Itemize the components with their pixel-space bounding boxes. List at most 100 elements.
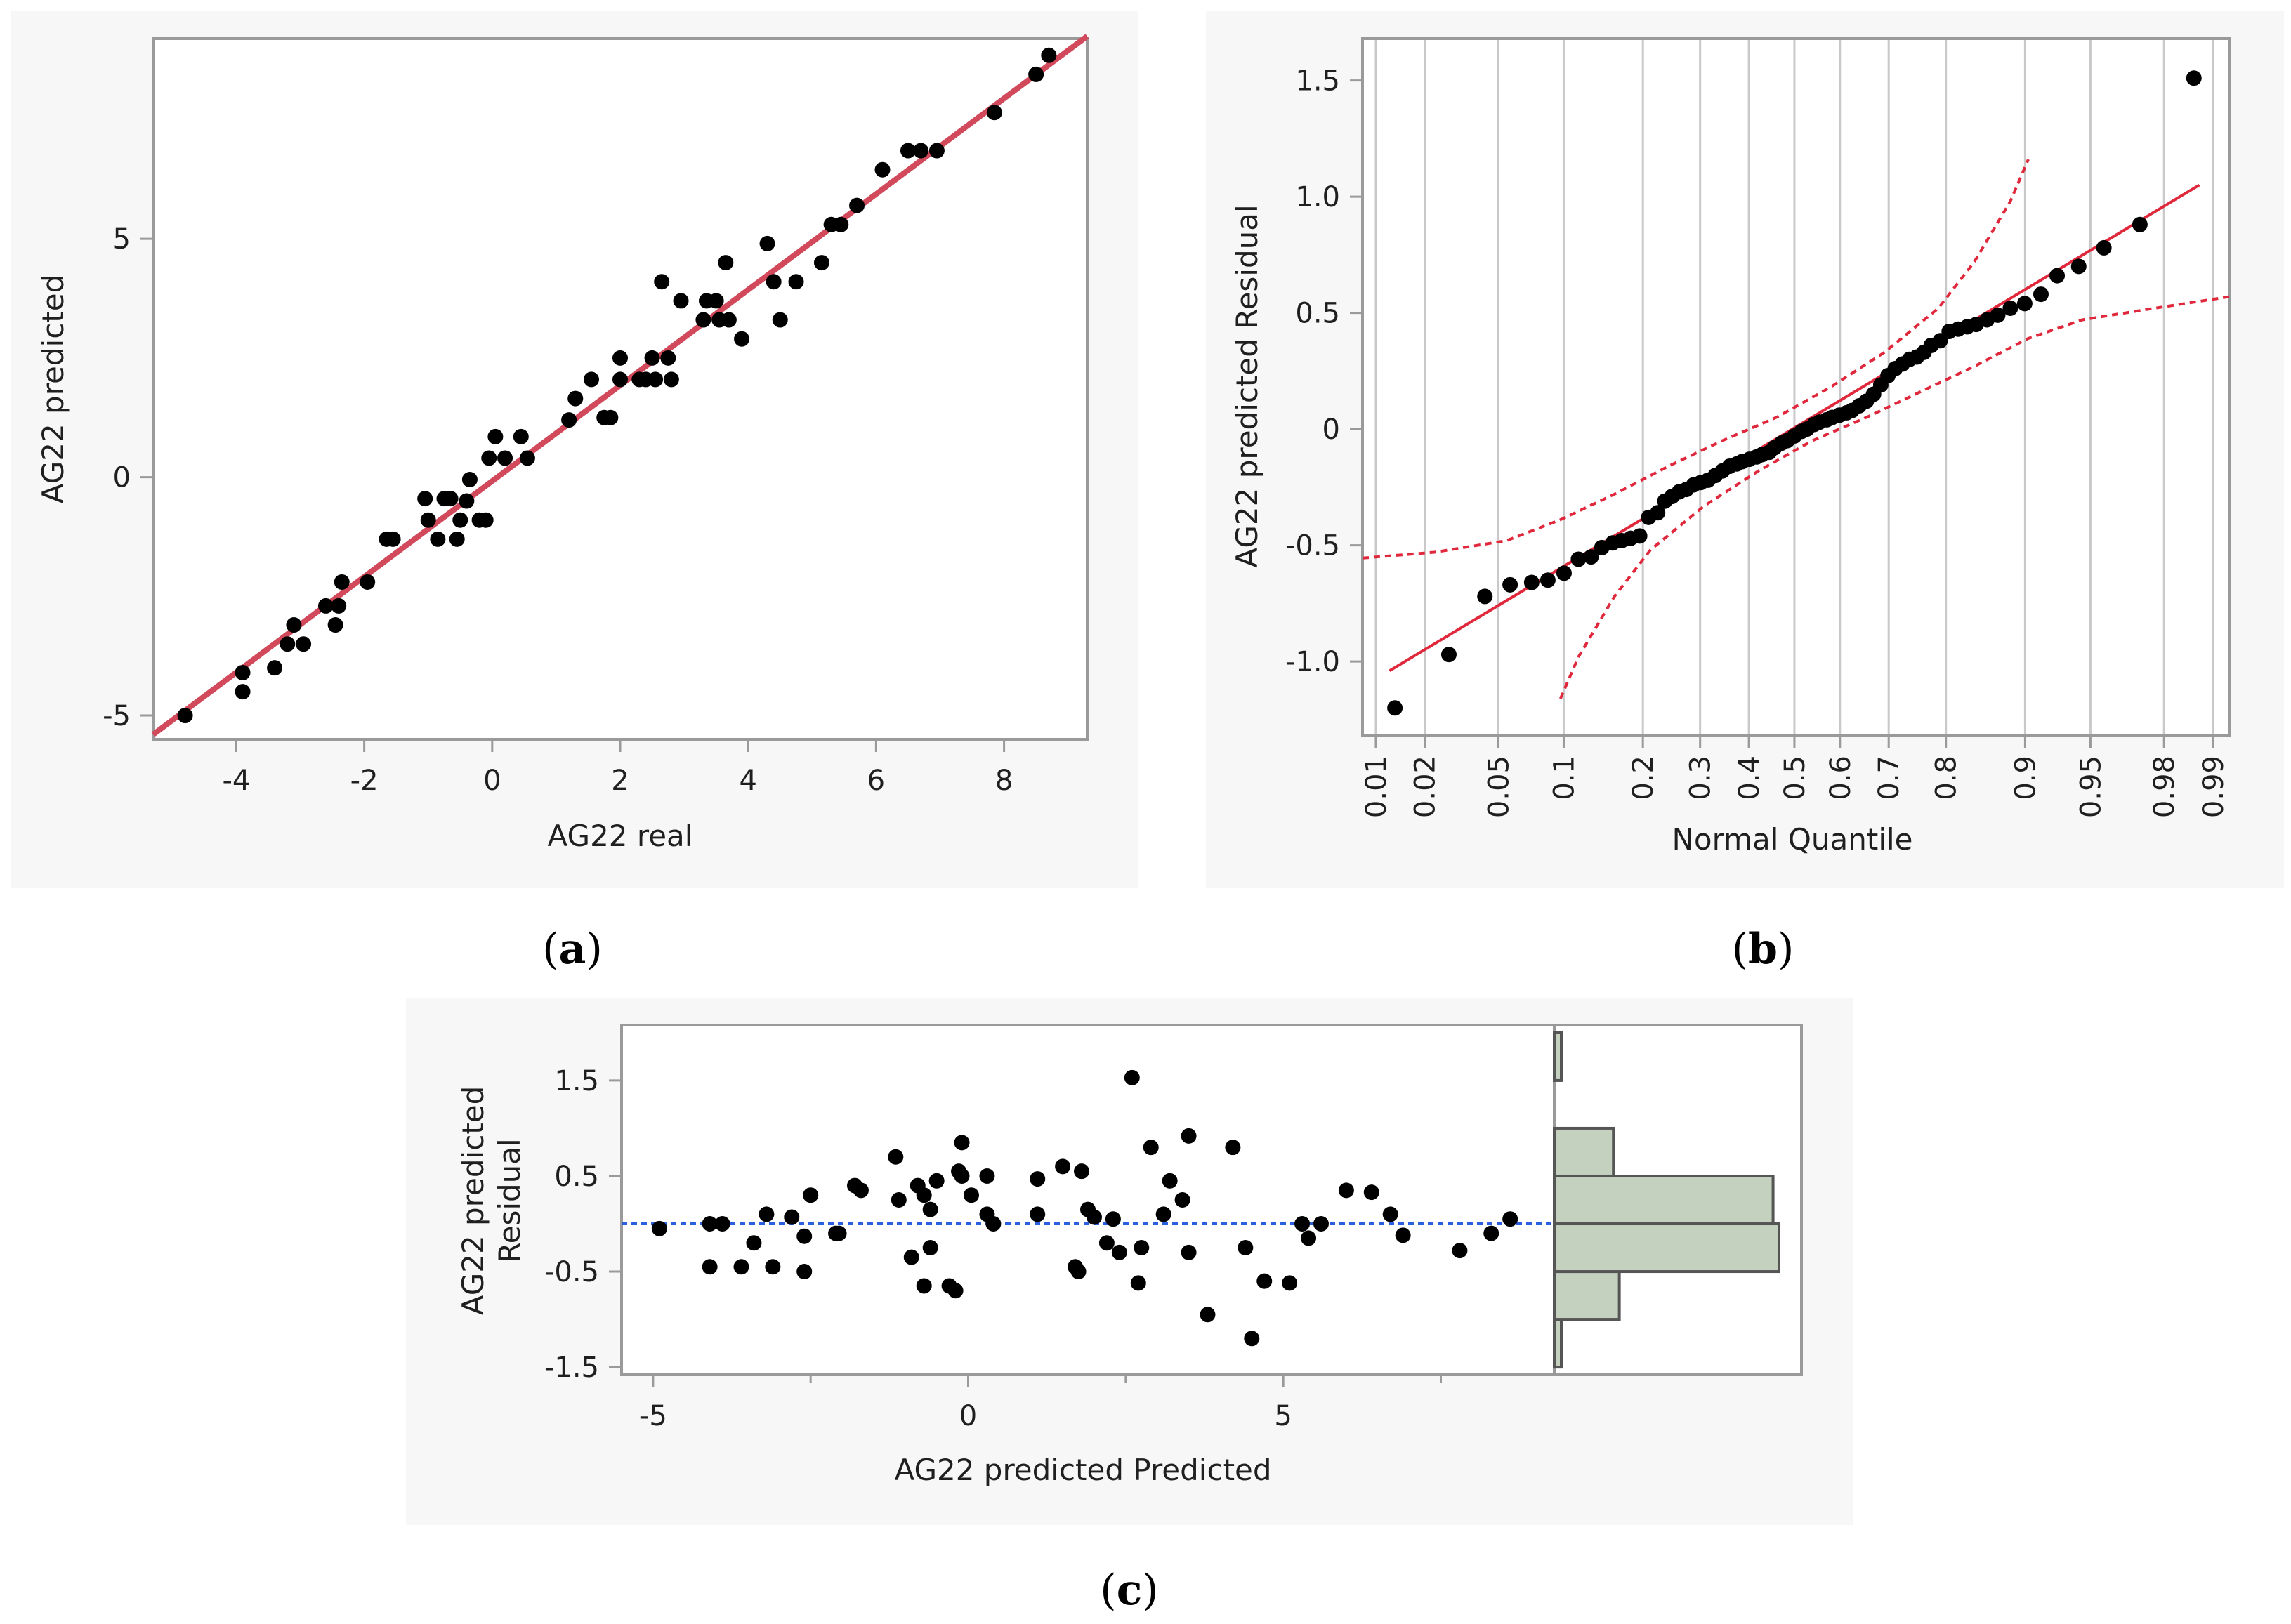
panel-c: -5 0 5 -1.5 -0.5 0.5 1.5 AG22 predicted Predic…: [406, 998, 1853, 1525]
panel-a-point: [1041, 47, 1057, 63]
panel-c-y-axis-title: AG22 predicted Residual: [456, 1086, 527, 1316]
panel-a-y-axis-title: AG22 predicted: [36, 275, 70, 504]
panel-b-point: [2049, 268, 2066, 284]
panel-c-plot-area: [620, 1024, 1556, 1376]
panel-b-x-tick-label: 0.4: [1733, 755, 1766, 800]
panel-a-point: [1028, 66, 1044, 82]
panel-c-x-tick-label: 5: [1274, 1400, 1292, 1432]
panel-b-y-tick-label: -1.0: [1285, 646, 1340, 678]
panel-b-fit-line: [1389, 183, 2200, 673]
panel-c-histogram-bar: [1553, 1126, 1615, 1177]
panel-a-point: [442, 491, 459, 507]
panel-a-point: [648, 371, 664, 388]
panel-a-point: [584, 371, 600, 388]
panel-c-x-tick-label: 0: [959, 1400, 977, 1432]
panel-b-ticks: 0.01 0.02 0.05 0.1 0.2 0.3 0.4 0.5 0.6 0.7 0.8 0.9 0…: [1285, 65, 2230, 818]
panel-c-point: [1174, 1192, 1190, 1208]
panel-b-x-tick-label: 0.5: [1779, 755, 1811, 800]
panel-a-point: [708, 293, 724, 309]
panel-a-y-tick-label: 0: [113, 462, 131, 494]
panel-a-point: [177, 708, 193, 724]
panel-a-point: [296, 636, 312, 652]
panel-b-y-tick-label: -0.5: [1285, 530, 1340, 562]
caption-a: (a): [542, 925, 603, 974]
panel-a-point: [718, 255, 734, 271]
panel-c-point: [1238, 1240, 1254, 1256]
panel-b: 0.01 0.02 0.05 0.1 0.2 0.3 0.4 0.5 0.6 0.7 0.8 0.9 0…: [1206, 11, 2284, 888]
panel-b-point: [1556, 565, 1572, 581]
panel-b-y-axis-title: AG22 predicted Residual: [1230, 204, 1264, 567]
panel-c-point: [651, 1220, 667, 1236]
panel-a-point: [331, 598, 347, 614]
panel-b-points: [1387, 70, 2202, 716]
panel-c-point: [1256, 1273, 1273, 1289]
panel-b-point: [2096, 239, 2112, 256]
panel-a-point: [317, 598, 334, 614]
panel-a-x-tick-label: 8: [995, 765, 1013, 797]
panel-a-point: [986, 105, 1002, 121]
panel-b-confidence-lower: [1558, 295, 2231, 699]
panel-c-point: [1130, 1275, 1146, 1291]
panel-a-point: [759, 235, 775, 251]
panel-b-point: [1440, 647, 1457, 663]
panel-c-point: [954, 1135, 970, 1151]
panel-b-point: [1990, 307, 2006, 323]
panel-c-point: [702, 1216, 718, 1232]
panel-c-point: [1134, 1240, 1150, 1256]
panel-c-point: [784, 1209, 800, 1225]
panel-c-point: [759, 1206, 775, 1222]
panel-c-point: [1086, 1209, 1102, 1225]
panel-a-ticks: -4 -2 0 2 4 6 8 -5 0 5: [103, 223, 1013, 797]
panel-a-point: [430, 531, 446, 547]
panel-c-point: [853, 1182, 869, 1199]
panel-b-x-tick-label: 0.8: [1931, 755, 1963, 800]
panel-c-point: [1294, 1216, 1311, 1232]
panel-a-point: [813, 255, 829, 271]
panel-c-point: [947, 1283, 964, 1299]
panel-b-x-tick-label: 0.1: [1548, 755, 1580, 800]
panel-a-y-tick-label: -5: [103, 700, 131, 732]
panel-a: -4 -2 0 2 4 6 8 -5 0 5 AG22 real AG22 predicted: [11, 11, 1138, 888]
panel-a-point: [334, 574, 350, 590]
panel-c-point: [765, 1259, 781, 1275]
panel-a-point: [900, 143, 916, 159]
panel-c-point: [891, 1192, 907, 1208]
panel-c-x-tick-label: -5: [639, 1400, 667, 1432]
panel-a-x-axis-title: AG22 real: [548, 819, 693, 853]
panel-c-point: [1070, 1264, 1087, 1280]
panel-c-y-tick-label: 0.5: [554, 1161, 599, 1193]
panel-c-point: [1181, 1244, 1197, 1260]
panel-a-point: [772, 312, 788, 328]
panel-b-point: [2016, 296, 2033, 312]
panel-b-x-tick-label: 0.95: [2075, 755, 2107, 818]
panel-c-point: [1030, 1206, 1046, 1222]
panel-c-point: [922, 1240, 938, 1256]
panel-c-point: [916, 1278, 932, 1294]
panel-b-fit-line-group: [1389, 183, 2200, 673]
panel-c-point: [1111, 1244, 1127, 1260]
panel-a-point: [420, 512, 436, 528]
panel-c-histogram: [1553, 1031, 1780, 1369]
panel-a-point: [603, 409, 619, 425]
panel-a-points: [177, 47, 1057, 724]
panel-c-point: [1338, 1182, 1354, 1199]
panel-c-y-tick-label: -1.5: [544, 1352, 599, 1384]
panel-a-point: [478, 512, 494, 528]
panel-a-point: [663, 371, 679, 388]
panel-b-x-tick-label: 0.2: [1627, 755, 1660, 800]
panel-c-point: [979, 1168, 995, 1184]
panel-c-point: [1105, 1211, 1121, 1227]
panel-b-x-tick-label: 0.99: [2198, 755, 2230, 818]
panel-c-point: [1395, 1227, 1411, 1243]
panel-a-point: [481, 450, 497, 466]
panel-b-x-tick-label: 0.05: [1483, 755, 1515, 818]
panel-b-x-tick-label: 0.98: [2148, 755, 2181, 818]
panel-c-y-axis-title-line-1: AG22 predicted: [456, 1086, 490, 1316]
panel-a-point: [459, 493, 475, 509]
panel-c-point: [1055, 1158, 1071, 1175]
panel-a-point: [280, 636, 296, 652]
panel-c-point: [903, 1249, 919, 1265]
panel-c-y-axis-title-line-2: Residual: [492, 1138, 527, 1262]
panel-a-point: [721, 312, 737, 328]
